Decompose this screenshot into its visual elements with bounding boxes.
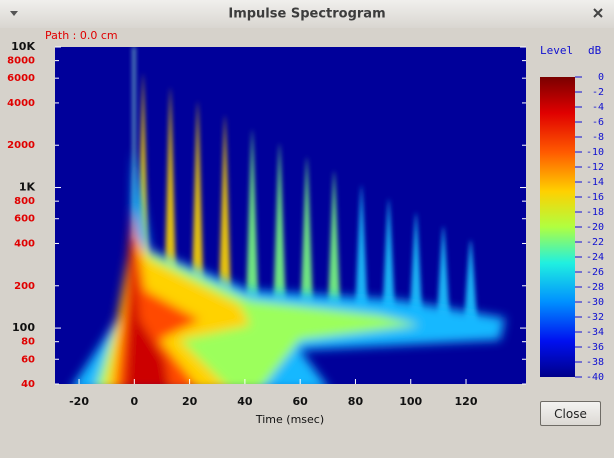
resonance	[245, 129, 260, 330]
resonance	[272, 143, 287, 330]
colorbar-tick-label: -40	[586, 372, 604, 383]
x-tick-label: 120	[455, 395, 478, 408]
colorbar-tick-label: 0	[598, 72, 604, 83]
resonance	[436, 226, 451, 330]
colorbar-tick-label: -30	[586, 297, 604, 308]
y-tick-label: 4000	[7, 98, 35, 109]
colorbar-tick-label: -4	[592, 102, 604, 113]
colorbar-tick-label: -26	[586, 267, 604, 278]
menu-arrow[interactable]	[10, 11, 18, 16]
resonance	[354, 184, 369, 330]
colorbar-tick-label: -14	[586, 177, 604, 188]
y-tick-label: 80	[21, 337, 35, 348]
spectrogram	[55, 47, 526, 384]
x-tick-label: 0	[131, 395, 139, 408]
resonance	[299, 157, 314, 330]
colorbar-tick-label: -32	[586, 312, 604, 323]
colorbar-tick-label: -34	[586, 327, 604, 338]
close-button[interactable]: Close	[540, 401, 601, 426]
y-tick-label: 40	[21, 379, 35, 390]
path-label: Path : 0.0 cm	[45, 29, 118, 42]
colorbar-tick-label: -24	[586, 252, 604, 263]
colorbar	[540, 77, 575, 377]
colorbar-tick-label: -12	[586, 162, 604, 173]
resonance	[327, 170, 342, 330]
resonance	[217, 115, 232, 330]
colorbar-tick-label: -8	[592, 132, 604, 143]
colorbar-unit: dB	[588, 44, 602, 57]
colorbar-tick-label: -10	[586, 147, 604, 158]
y-tick-label: 100	[12, 321, 35, 334]
colorbar-tick-label: -22	[586, 237, 604, 248]
x-tick-label: -20	[69, 395, 89, 408]
y-tick-label: 10K	[11, 40, 35, 53]
colorbar-tick-label: -6	[592, 117, 604, 128]
colorbar-tick-label: -18	[586, 207, 604, 218]
x-axis-label: Time (msec)	[255, 413, 324, 426]
y-tick-label: 2000	[7, 140, 35, 151]
y-tick-label: 6000	[7, 73, 35, 84]
window-title: Impulse Spectrogram	[228, 7, 385, 22]
title-bar	[0, 0, 614, 28]
x-tick-label: 20	[182, 395, 198, 408]
colorbar-tick-label: -20	[586, 222, 604, 233]
x-tick-label: 80	[348, 395, 364, 408]
resonance	[381, 198, 396, 330]
x-tick-label: 60	[293, 395, 309, 408]
y-tick-label: 60	[21, 354, 35, 365]
x-tick-label: 40	[237, 395, 253, 408]
colorbar-tick-label: -16	[586, 192, 604, 203]
y-tick-label: 400	[14, 238, 35, 249]
resonance	[463, 239, 478, 330]
colorbar-tick-label: -2	[592, 87, 604, 98]
colorbar-tick-label: -28	[586, 282, 604, 293]
y-tick-label: 800	[14, 196, 35, 207]
y-tick-label: 8000	[7, 56, 35, 67]
close-icon[interactable]	[593, 8, 603, 18]
resonance	[409, 212, 423, 330]
y-tick-label: 600	[14, 214, 35, 225]
x-tick-label: 100	[399, 395, 422, 408]
colorbar-tick-label: -36	[586, 342, 604, 353]
colorbar-tick-label: -38	[586, 357, 604, 368]
colorbar-title: Level	[540, 44, 573, 57]
y-tick-label: 200	[14, 281, 35, 292]
y-tick-label: 1K	[19, 181, 36, 194]
